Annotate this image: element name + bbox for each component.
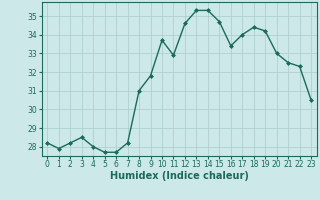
X-axis label: Humidex (Indice chaleur): Humidex (Indice chaleur)	[110, 171, 249, 181]
